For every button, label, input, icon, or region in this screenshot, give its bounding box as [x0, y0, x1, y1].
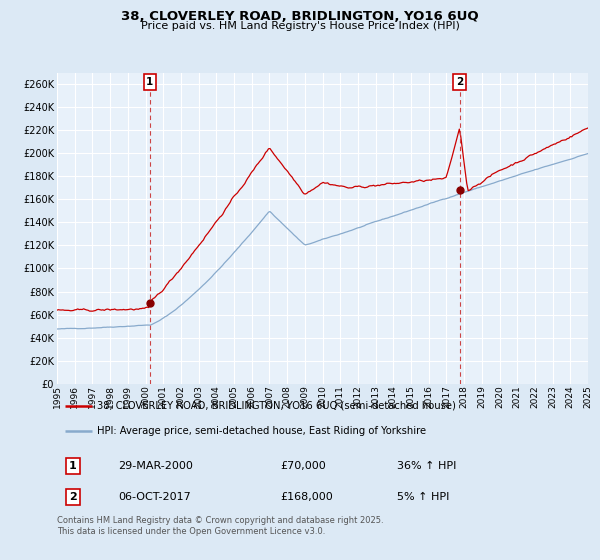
Text: 38, CLOVERLEY ROAD, BRIDLINGTON, YO16 6UQ: 38, CLOVERLEY ROAD, BRIDLINGTON, YO16 6U…: [121, 10, 479, 23]
Text: 06-OCT-2017: 06-OCT-2017: [118, 492, 191, 502]
Text: £70,000: £70,000: [280, 461, 326, 471]
Text: Price paid vs. HM Land Registry's House Price Index (HPI): Price paid vs. HM Land Registry's House …: [140, 21, 460, 31]
Text: 5% ↑ HPI: 5% ↑ HPI: [397, 492, 449, 502]
Text: £168,000: £168,000: [280, 492, 333, 502]
Text: 1: 1: [69, 461, 77, 471]
Text: 36% ↑ HPI: 36% ↑ HPI: [397, 461, 456, 471]
Text: Contains HM Land Registry data © Crown copyright and database right 2025.
This d: Contains HM Land Registry data © Crown c…: [57, 516, 383, 536]
Text: 2: 2: [69, 492, 77, 502]
Text: 2: 2: [456, 77, 463, 87]
Text: 1: 1: [146, 77, 154, 87]
Text: 29-MAR-2000: 29-MAR-2000: [118, 461, 193, 471]
Text: 38, CLOVERLEY ROAD, BRIDLINGTON, YO16 6UQ (semi-detached house): 38, CLOVERLEY ROAD, BRIDLINGTON, YO16 6U…: [97, 401, 456, 410]
Text: HPI: Average price, semi-detached house, East Riding of Yorkshire: HPI: Average price, semi-detached house,…: [97, 427, 426, 436]
